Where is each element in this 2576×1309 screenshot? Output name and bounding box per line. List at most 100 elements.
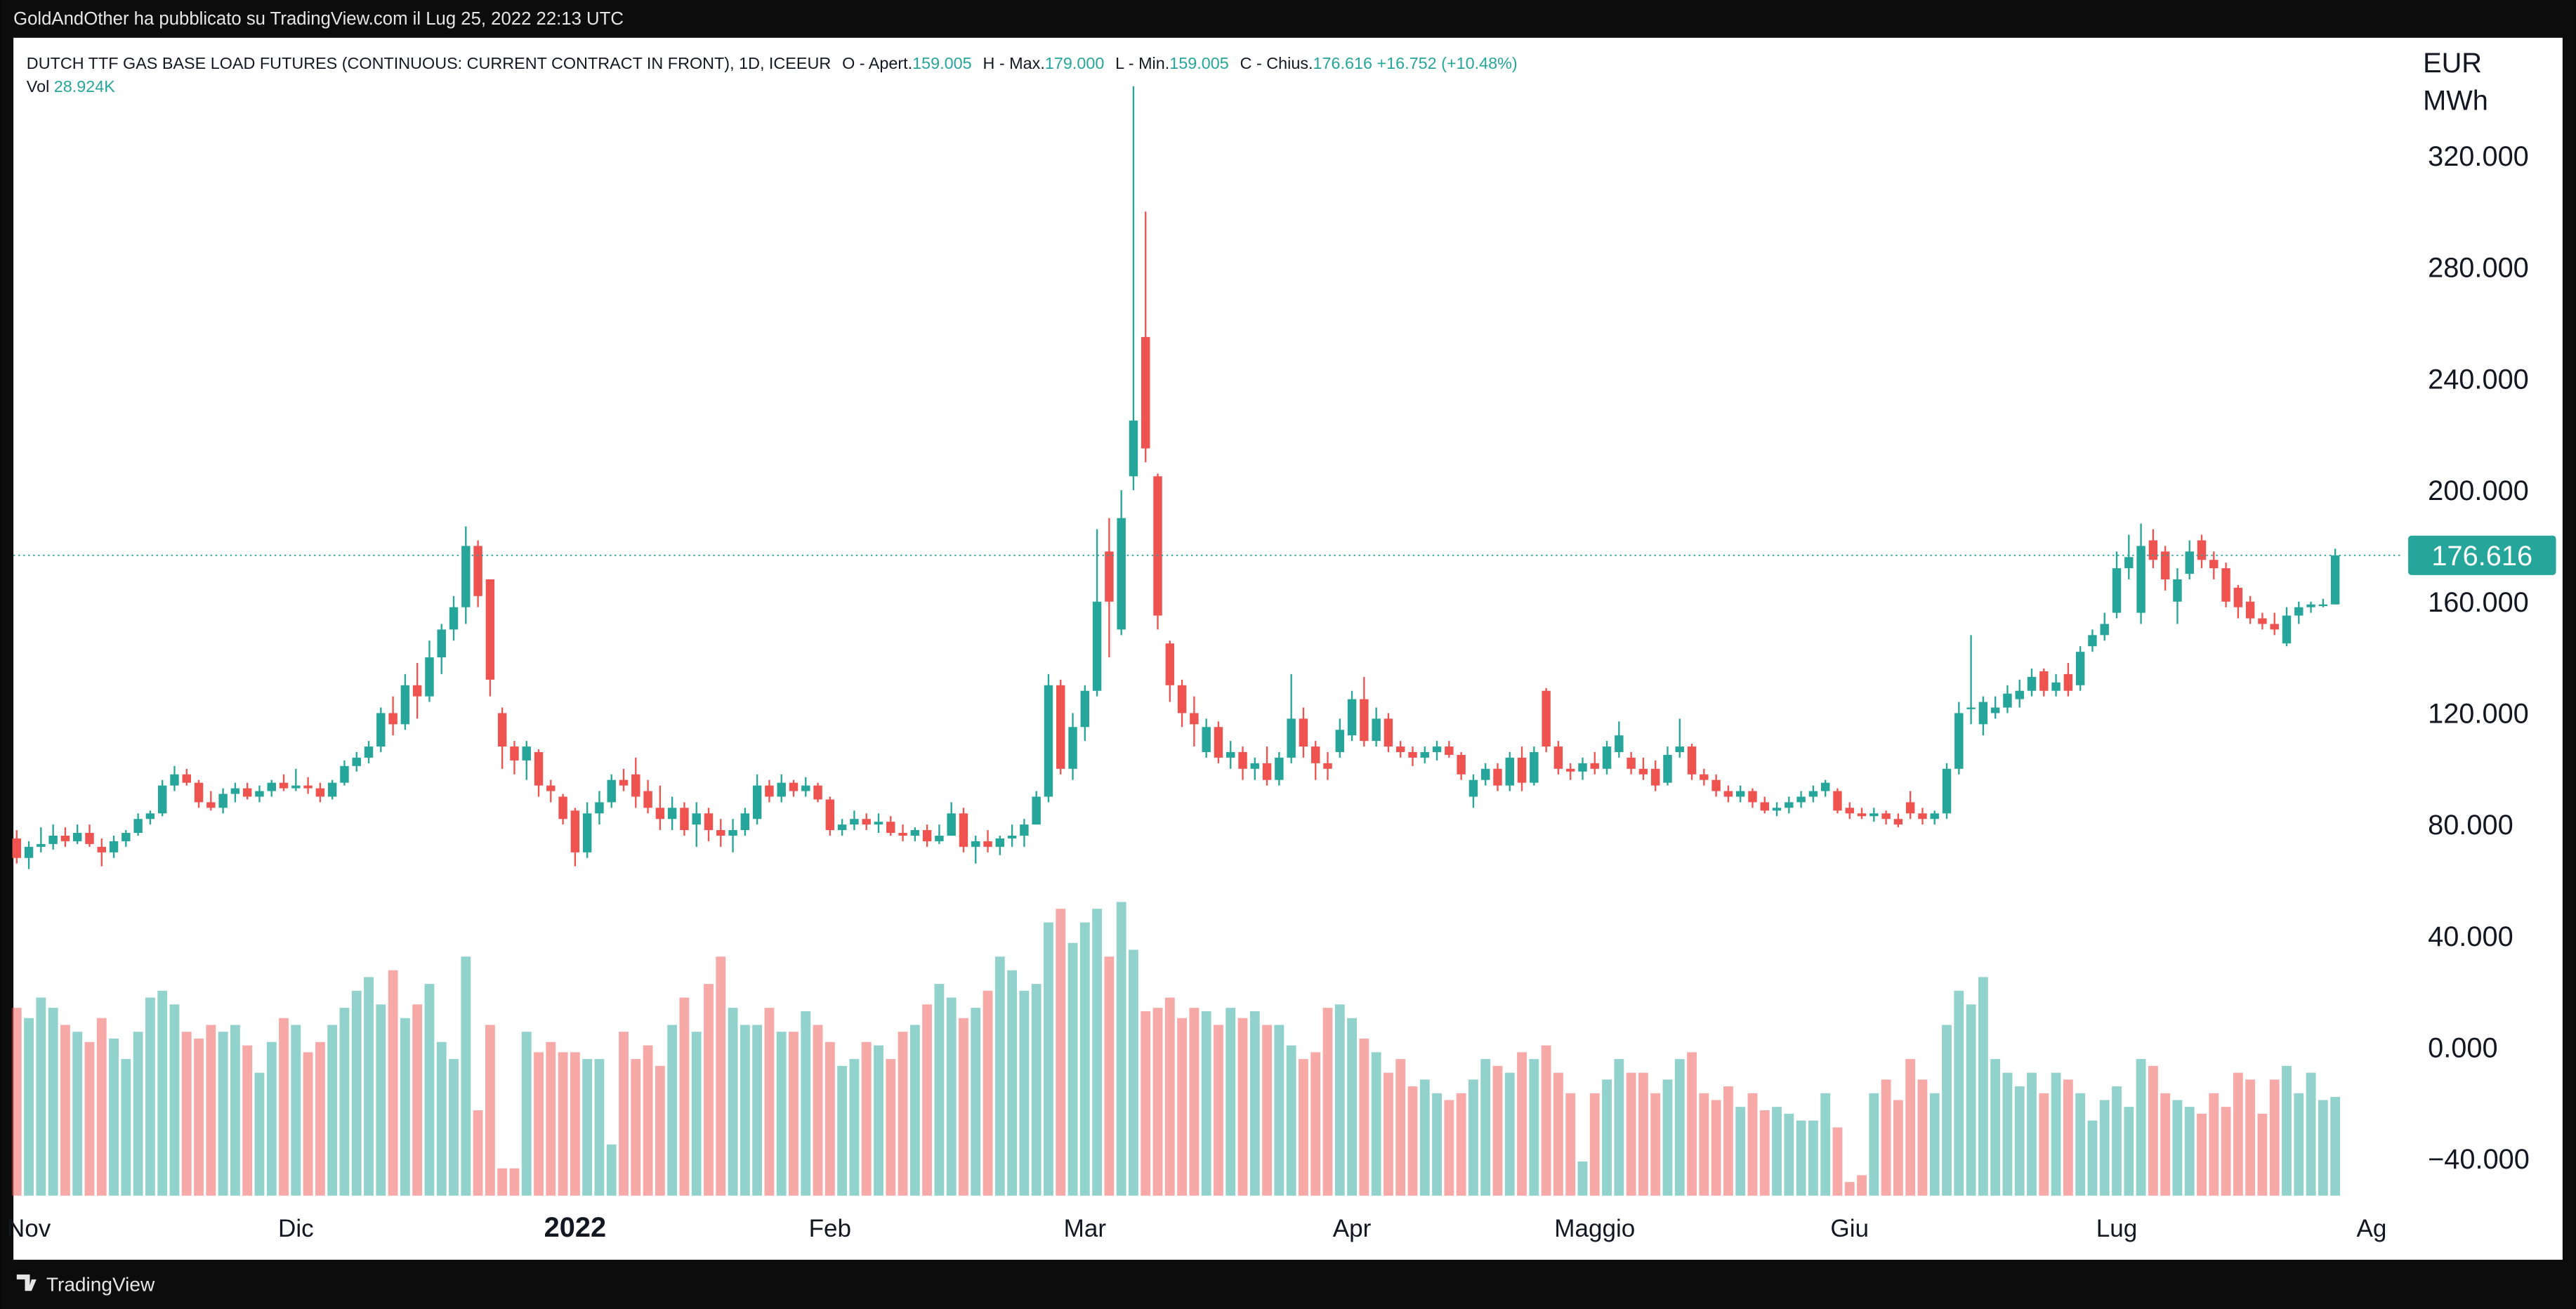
candle-body bbox=[1638, 768, 1648, 775]
candle-body bbox=[327, 782, 337, 797]
y-tick-label: 200.000 bbox=[2428, 475, 2529, 506]
candle-body bbox=[2051, 682, 2061, 691]
candle-body bbox=[1153, 476, 1162, 616]
candle-body bbox=[1578, 763, 1587, 772]
volume-bar bbox=[1468, 1079, 1478, 1196]
candle-body bbox=[279, 782, 289, 789]
candle-body bbox=[607, 780, 616, 803]
candle-body bbox=[2173, 579, 2182, 602]
volume-bar bbox=[631, 1059, 641, 1196]
candle-body bbox=[2306, 604, 2315, 607]
volume-bar bbox=[570, 1052, 580, 1196]
volume-bar bbox=[655, 1065, 665, 1196]
volume-bar bbox=[1614, 1059, 1624, 1196]
volume-bar bbox=[534, 1052, 544, 1196]
volume-bar bbox=[157, 990, 168, 1196]
candle-body bbox=[971, 841, 980, 847]
candle-body bbox=[922, 830, 932, 841]
volume-bar bbox=[2112, 1086, 2122, 1196]
volume-bar bbox=[2306, 1072, 2316, 1196]
candle-body bbox=[619, 780, 629, 786]
volume-bar bbox=[2221, 1107, 2231, 1196]
volume-bar bbox=[1056, 909, 1066, 1196]
volume-bar bbox=[898, 1032, 908, 1196]
volume-bar bbox=[1359, 1038, 1369, 1196]
candle-body bbox=[1335, 730, 1345, 752]
volume-bar bbox=[1990, 1059, 2001, 1196]
volume-bar bbox=[1905, 1059, 1916, 1196]
volume-bar bbox=[1820, 1093, 1831, 1196]
volume-bar bbox=[121, 1059, 131, 1196]
y-tick-label: 80.000 bbox=[2428, 810, 2513, 841]
volume-bar bbox=[1553, 1072, 1563, 1196]
volume-bar bbox=[740, 1025, 750, 1196]
volume-bar bbox=[133, 1032, 143, 1196]
candle-body bbox=[1675, 746, 1684, 752]
volume-bar bbox=[1480, 1059, 1491, 1196]
volume-bar bbox=[1067, 942, 1078, 1196]
volume-bar bbox=[922, 1004, 933, 1196]
low-value: 159.005 bbox=[1169, 54, 1229, 72]
candle-body bbox=[2197, 540, 2207, 560]
volume-bar bbox=[1432, 1093, 1442, 1196]
volume-bar bbox=[1638, 1072, 1648, 1196]
volume-bar bbox=[424, 984, 435, 1196]
high-value: 179.000 bbox=[1045, 54, 1105, 72]
volume-bar bbox=[1456, 1093, 1466, 1196]
volume-bar bbox=[2294, 1093, 2304, 1196]
vol-row: Vol 28.924K bbox=[27, 77, 115, 96]
y-tick-label: 0.000 bbox=[2428, 1033, 2497, 1064]
candle-body bbox=[1395, 746, 1405, 752]
open-value: 159.005 bbox=[912, 54, 972, 72]
candle-body bbox=[1627, 757, 1636, 769]
candle-body bbox=[1663, 754, 1672, 783]
candle-body bbox=[145, 813, 155, 820]
volume-bar bbox=[619, 1032, 629, 1196]
candle-body bbox=[692, 813, 701, 825]
candle-body bbox=[2100, 624, 2109, 636]
candle-body bbox=[631, 774, 640, 797]
y-tick-label: 280.000 bbox=[2428, 253, 2529, 284]
volume-bar bbox=[242, 1045, 253, 1196]
volume-pane bbox=[11, 902, 2341, 1196]
volume-bar bbox=[2160, 1093, 2171, 1196]
candle-body bbox=[1845, 808, 1854, 814]
volume-bar bbox=[582, 1059, 593, 1196]
volume-bar bbox=[728, 1008, 738, 1196]
candle-body bbox=[1445, 746, 1454, 755]
volume-bar bbox=[1152, 1008, 1163, 1196]
candle-body bbox=[813, 785, 822, 800]
volume-bar bbox=[1164, 997, 1175, 1196]
volume-bar bbox=[679, 997, 690, 1196]
volume-bar bbox=[1541, 1045, 1551, 1196]
candle-body bbox=[898, 833, 907, 836]
candle-body bbox=[425, 657, 434, 697]
candle-body bbox=[1129, 420, 1138, 477]
volume-bar bbox=[801, 1011, 811, 1196]
candle-body bbox=[1323, 763, 1332, 769]
volume-bar bbox=[1504, 1072, 1515, 1196]
candle-body bbox=[230, 788, 240, 794]
candle-body bbox=[2160, 551, 2170, 580]
volume-bar bbox=[1881, 1079, 1891, 1196]
volume-bar bbox=[2269, 1079, 2280, 1196]
candle-body bbox=[218, 794, 228, 808]
candle-body bbox=[2136, 546, 2145, 613]
candle-body bbox=[1177, 685, 1187, 713]
candle-body bbox=[1020, 824, 1029, 836]
volume-bar bbox=[861, 1041, 872, 1196]
candle-body bbox=[655, 808, 665, 820]
volume-bar bbox=[279, 1018, 289, 1196]
volume-bar bbox=[2051, 1072, 2061, 1196]
candle-body bbox=[2221, 568, 2230, 602]
volume-bar bbox=[521, 1032, 532, 1196]
volume-bar bbox=[1189, 1008, 1200, 1196]
volume-bar bbox=[2282, 1065, 2292, 1196]
volume-bar bbox=[1784, 1113, 1794, 1196]
candle-body bbox=[1408, 751, 1417, 758]
volume-bar bbox=[1699, 1093, 1709, 1196]
candle-body bbox=[558, 796, 567, 820]
candle-body bbox=[2112, 568, 2122, 613]
volume-bar bbox=[606, 1144, 617, 1196]
candle-body bbox=[1262, 763, 1272, 780]
